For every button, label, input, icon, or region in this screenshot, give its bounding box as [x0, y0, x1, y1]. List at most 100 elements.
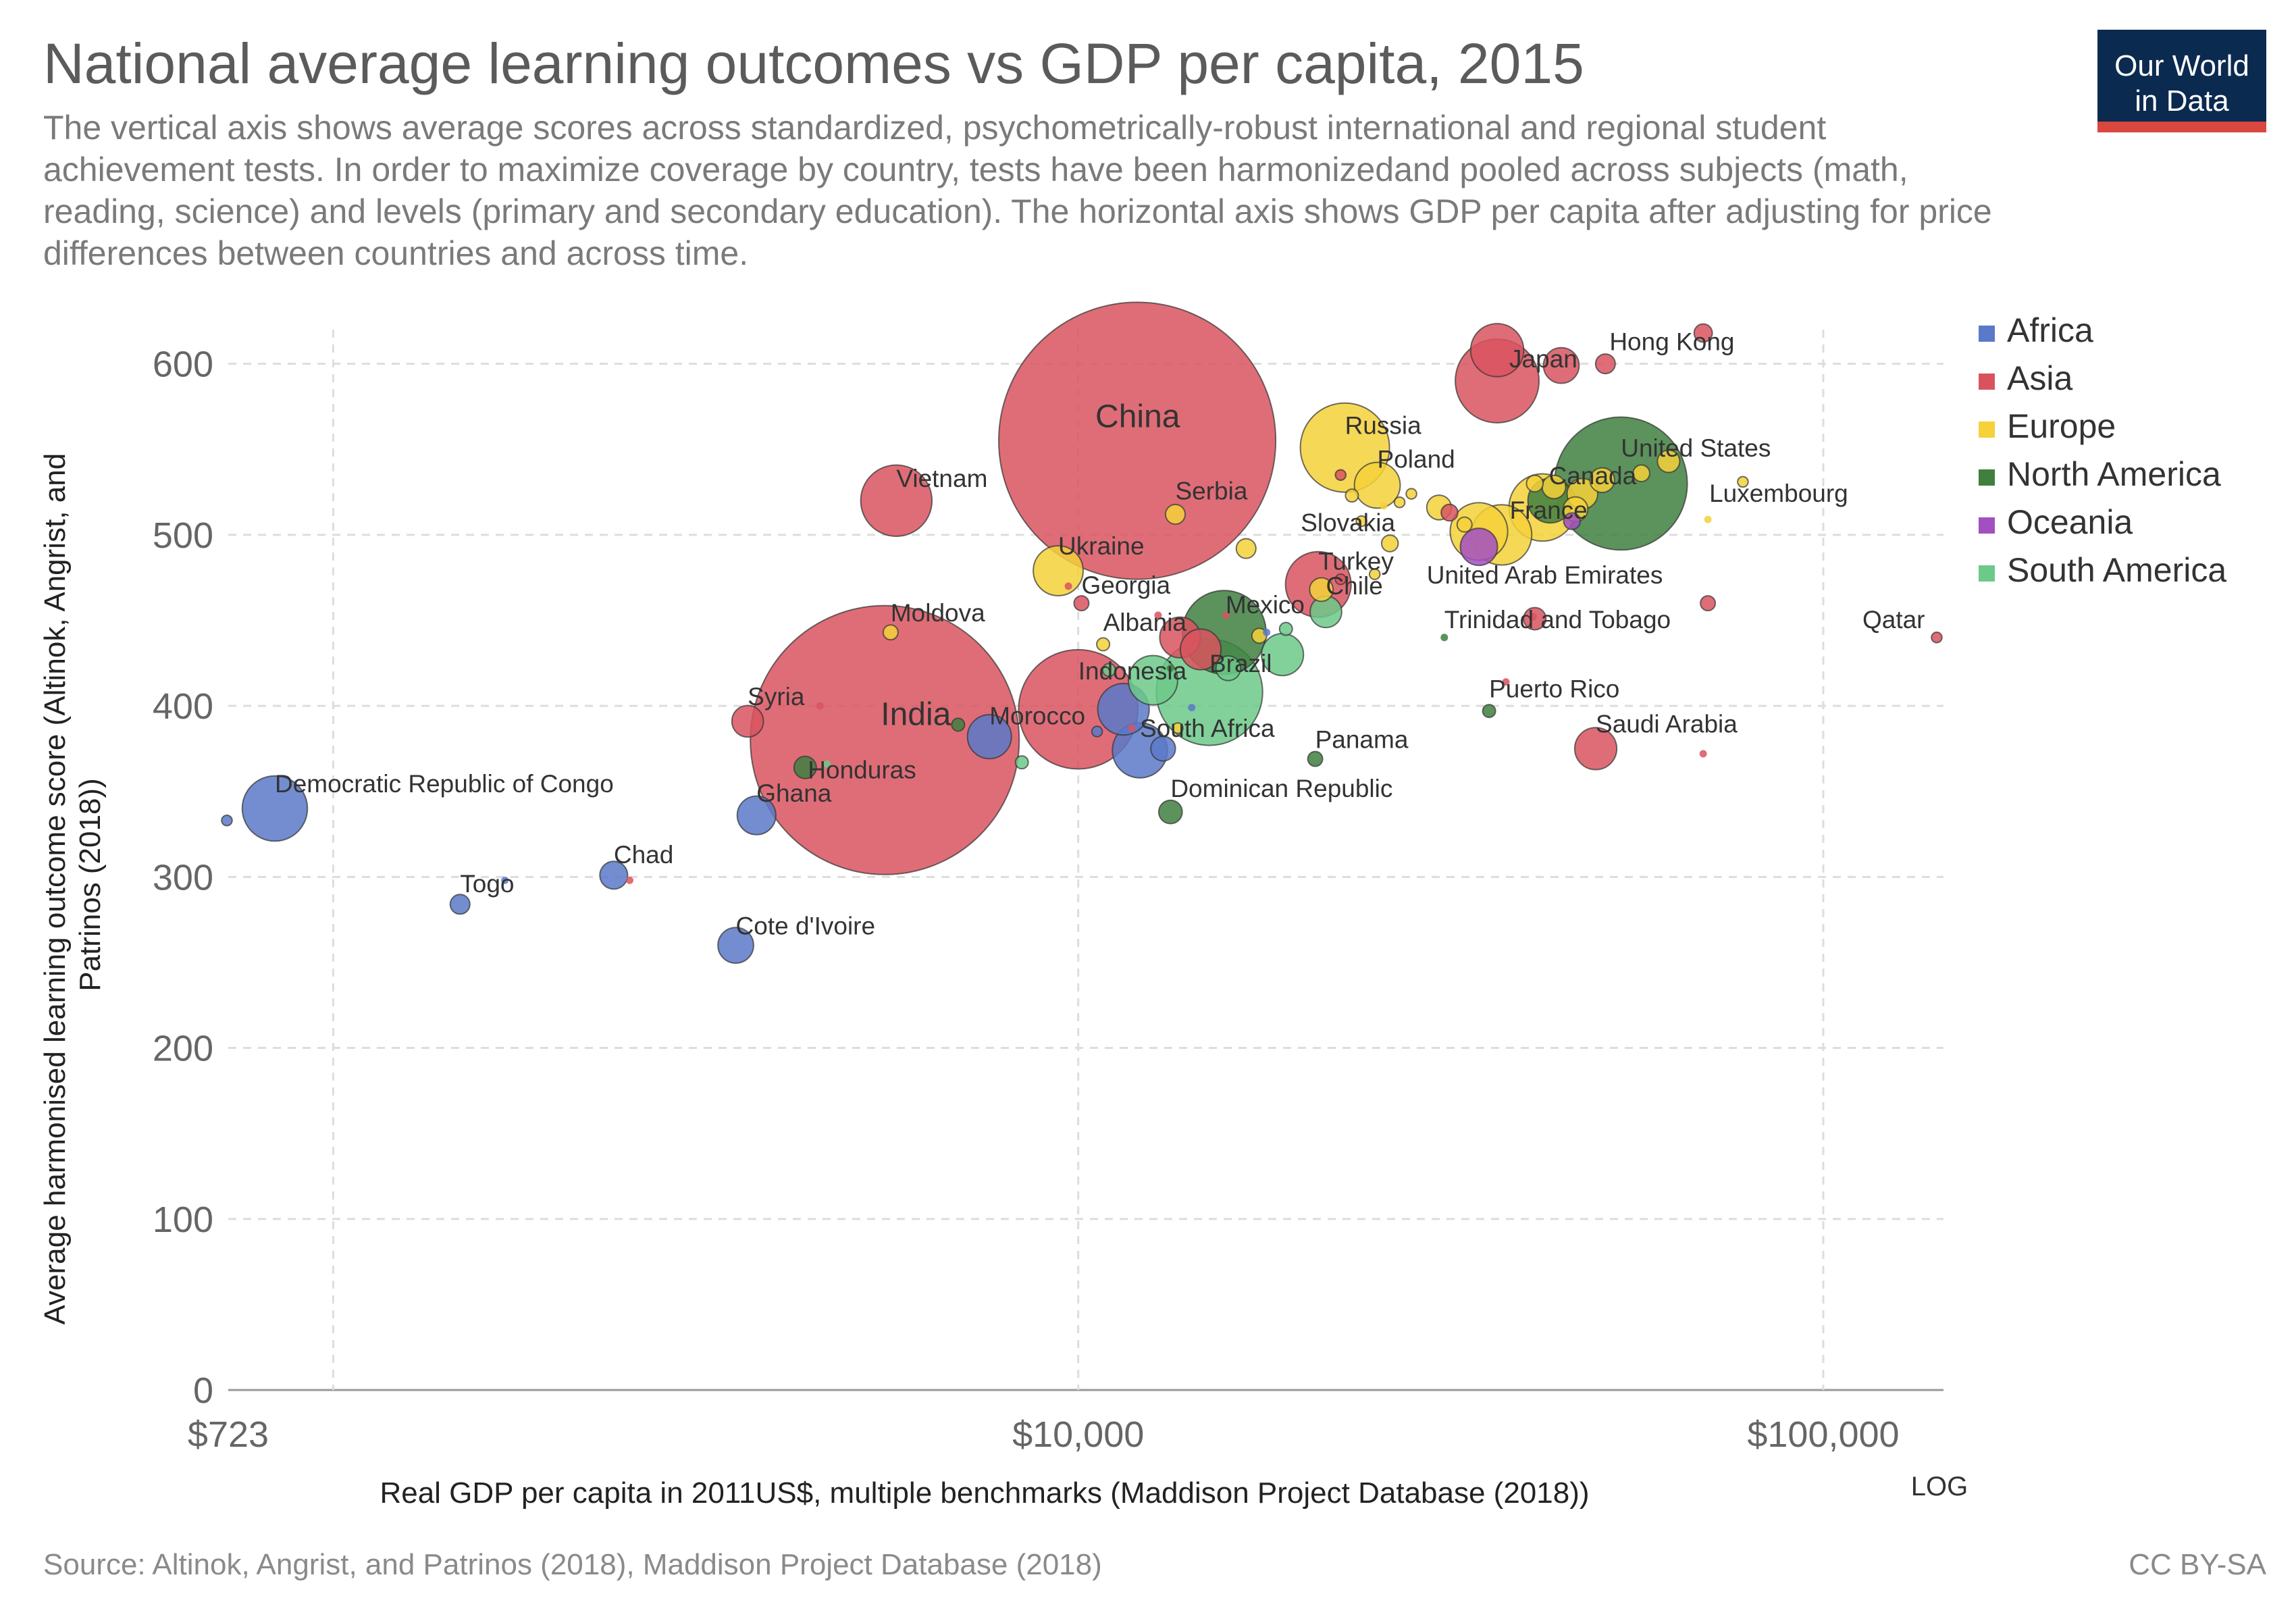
legend-item-europe[interactable]: Europe [1979, 407, 2116, 445]
data-point-trinidad-and-tobago[interactable] [1440, 634, 1449, 642]
data-point[interactable] [1529, 613, 1537, 621]
data-point-vietnam[interactable] [860, 464, 933, 537]
data-point[interactable] [1064, 582, 1072, 590]
data-point[interactable] [221, 814, 233, 827]
data-point-panama[interactable] [1307, 750, 1324, 767]
data-point[interactable] [1589, 467, 1615, 494]
data-point[interactable] [1222, 611, 1230, 619]
data-point-ukraine[interactable] [1033, 545, 1084, 596]
legend-item-oceania[interactable]: Oceania [1979, 503, 2133, 541]
y-tick-label: 0 [193, 1370, 213, 1411]
legend-item-south-america[interactable]: South America [1979, 551, 2226, 589]
legend-item-asia[interactable]: Asia [1979, 359, 2072, 397]
data-point[interactable] [1737, 475, 1749, 488]
data-point[interactable] [1632, 464, 1650, 483]
data-point[interactable] [501, 876, 509, 884]
label-trinidad-and-tobago: Trinidad and Tobago [1444, 606, 1671, 634]
legend-swatch [1979, 421, 1995, 438]
data-point[interactable] [1542, 346, 1580, 384]
data-point-morocco[interactable] [966, 714, 1012, 760]
data-point[interactable] [1440, 503, 1459, 522]
label-brazil: Brazil [1209, 650, 1272, 677]
data-point-georgia[interactable] [1073, 595, 1090, 612]
legend-swatch [1979, 326, 1995, 342]
y-tick-label: 500 [153, 515, 213, 556]
data-point[interactable] [816, 702, 824, 710]
data-point-ghana[interactable] [736, 795, 777, 835]
data-point-togo[interactable] [449, 894, 471, 915]
label-luxembourg: Luxembourg [1709, 480, 1848, 507]
data-point[interactable] [1656, 449, 1681, 473]
data-point[interactable] [1127, 654, 1178, 706]
data-point-cote-d-ivoire[interactable] [717, 927, 754, 964]
data-point-saudi-arabia[interactable] [1573, 727, 1618, 771]
data-point[interactable] [1215, 655, 1242, 681]
data-point[interactable] [1368, 568, 1381, 580]
data-point[interactable] [1693, 323, 1713, 343]
data-point-serbia[interactable] [1164, 503, 1186, 525]
data-point[interactable] [1101, 663, 1116, 677]
our-world-in-data-logo[interactable]: Our World in Data [2097, 30, 2266, 132]
label-ghana: Ghana [756, 779, 832, 807]
data-point[interactable] [1278, 621, 1293, 636]
data-point[interactable] [1699, 750, 1707, 758]
data-point[interactable] [1525, 474, 1544, 493]
data-point-luxembourg[interactable] [1704, 515, 1712, 523]
data-point[interactable] [1188, 704, 1196, 712]
data-point-albania[interactable] [1096, 637, 1111, 652]
y-axis-title-line-2: Patrinos (2018)) [74, 778, 107, 991]
data-point[interactable] [1179, 628, 1222, 671]
data-point-syria[interactable] [731, 704, 764, 738]
data-point-china[interactable] [997, 301, 1277, 580]
legend-item-africa[interactable]: Africa [1979, 311, 2093, 349]
data-point-qatar[interactable] [1931, 632, 1943, 644]
data-point-slovakia[interactable] [1380, 534, 1399, 552]
data-point[interactable] [1091, 725, 1103, 738]
data-point-moldova[interactable] [882, 624, 899, 641]
data-point-puerto-rico[interactable] [1482, 704, 1496, 719]
data-point[interactable] [1700, 595, 1717, 612]
data-point-chad[interactable] [599, 860, 629, 890]
x-scale-log-toggle[interactable]: LOG [1911, 1472, 1968, 1501]
label-saudi-arabia: Saudi Arabia [1596, 710, 1738, 738]
data-point[interactable] [1393, 496, 1406, 509]
data-point-poland[interactable] [1353, 461, 1401, 509]
data-point[interactable] [1166, 664, 1174, 672]
data-point[interactable] [1334, 573, 1347, 586]
data-point[interactable] [625, 876, 633, 884]
data-point-india[interactable] [750, 604, 1020, 875]
data-point[interactable] [1502, 678, 1510, 686]
data-point[interactable] [1380, 502, 1388, 510]
data-point[interactable] [951, 717, 966, 732]
data-point[interactable] [1355, 515, 1367, 528]
y-tick-label: 600 [153, 344, 213, 385]
x-tick-label: $10,000 [1012, 1414, 1144, 1455]
data-point[interactable] [1563, 512, 1582, 530]
data-point[interactable] [1309, 577, 1334, 602]
label-china: China [1095, 399, 1180, 435]
data-point[interactable] [1128, 724, 1136, 732]
data-point[interactable] [1469, 323, 1525, 378]
label-indonesia: Indonesia [1078, 657, 1187, 685]
data-point-honduras[interactable] [793, 755, 817, 779]
data-point[interactable] [1345, 488, 1359, 503]
legend-item-north-america[interactable]: North America [1979, 455, 2221, 493]
label-morocco: Morocco [989, 702, 1085, 730]
data-point[interactable] [1405, 488, 1417, 500]
data-point[interactable] [1459, 528, 1498, 567]
data-point[interactable] [1235, 538, 1257, 559]
data-point[interactable] [1150, 736, 1176, 762]
data-point[interactable] [1263, 628, 1271, 636]
data-point-democratic-republic-of-congo[interactable] [241, 775, 309, 842]
data-point-dominican-republic[interactable] [1157, 799, 1183, 825]
data-point[interactable] [1014, 755, 1029, 770]
data-point-hong-kong[interactable] [1594, 353, 1616, 375]
data-point[interactable] [1334, 469, 1347, 482]
license-link[interactable]: CC BY-SA [2129, 1548, 2266, 1581]
data-point[interactable] [1154, 611, 1162, 619]
data-point[interactable] [1456, 516, 1473, 533]
data-point[interactable] [823, 760, 831, 768]
label-moldova: Moldova [891, 599, 985, 627]
x-tick-label: $100,000 [1747, 1414, 1899, 1455]
data-point[interactable] [1172, 722, 1184, 734]
